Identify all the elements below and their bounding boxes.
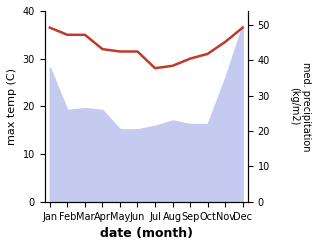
Y-axis label: max temp (C): max temp (C): [7, 68, 17, 145]
X-axis label: date (month): date (month): [100, 227, 193, 240]
Y-axis label: med. precipitation
(kg/m2): med. precipitation (kg/m2): [289, 62, 311, 151]
